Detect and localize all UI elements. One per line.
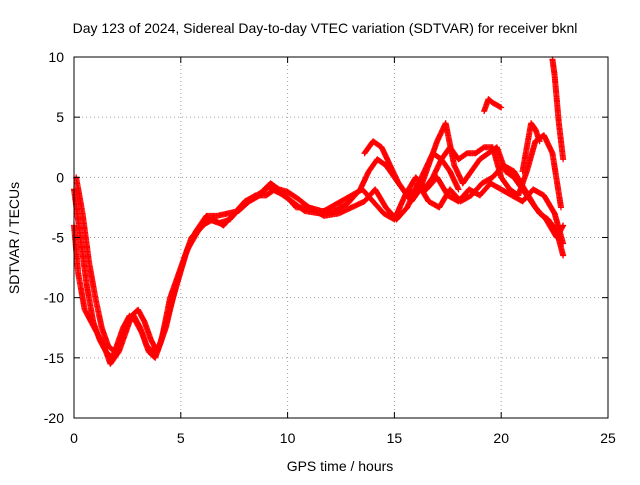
data-series-track-d xyxy=(361,138,462,199)
y-tick-label: 5 xyxy=(56,109,64,125)
x-tick-label: 20 xyxy=(493,430,509,446)
data-series-track-h xyxy=(519,120,543,175)
data-point xyxy=(497,103,504,110)
x-axis-label: GPS time / hours xyxy=(287,458,394,474)
grid-layer xyxy=(74,57,608,418)
y-tick-label: -15 xyxy=(44,350,64,366)
data-series-track-g xyxy=(549,56,567,163)
data-point xyxy=(560,156,567,163)
x-tick-label: 0 xyxy=(70,430,78,446)
y-tick-label: 0 xyxy=(56,169,64,185)
data-point xyxy=(560,252,567,259)
data-series-track-a xyxy=(71,174,567,361)
y-tick-label: -10 xyxy=(44,290,64,306)
data-layer xyxy=(71,56,567,367)
data-point xyxy=(536,138,543,145)
y-tick-label: -20 xyxy=(44,410,64,426)
tick-layer: 0 5 10 15 20 25 -20 -15 -10 -5 0 5 10 xyxy=(44,49,616,446)
chart-title: Day 123 of 2024, Sidereal Day-to-day VTE… xyxy=(73,20,578,36)
data-point xyxy=(498,104,505,111)
x-tick-label: 5 xyxy=(177,430,185,446)
y-tick-label: -5 xyxy=(52,230,65,246)
x-tick-label: 10 xyxy=(280,430,296,446)
x-tick-label: 15 xyxy=(387,430,403,446)
data-point xyxy=(560,222,567,229)
data-series-track-e xyxy=(421,132,565,211)
data-point xyxy=(558,204,565,211)
y-tick-label: 10 xyxy=(48,49,64,65)
data-series-track-f xyxy=(481,96,505,115)
data-point xyxy=(455,186,462,193)
y-axis-label: SDTVAR / TECUs xyxy=(6,182,22,294)
x-tick-label: 25 xyxy=(600,430,616,446)
